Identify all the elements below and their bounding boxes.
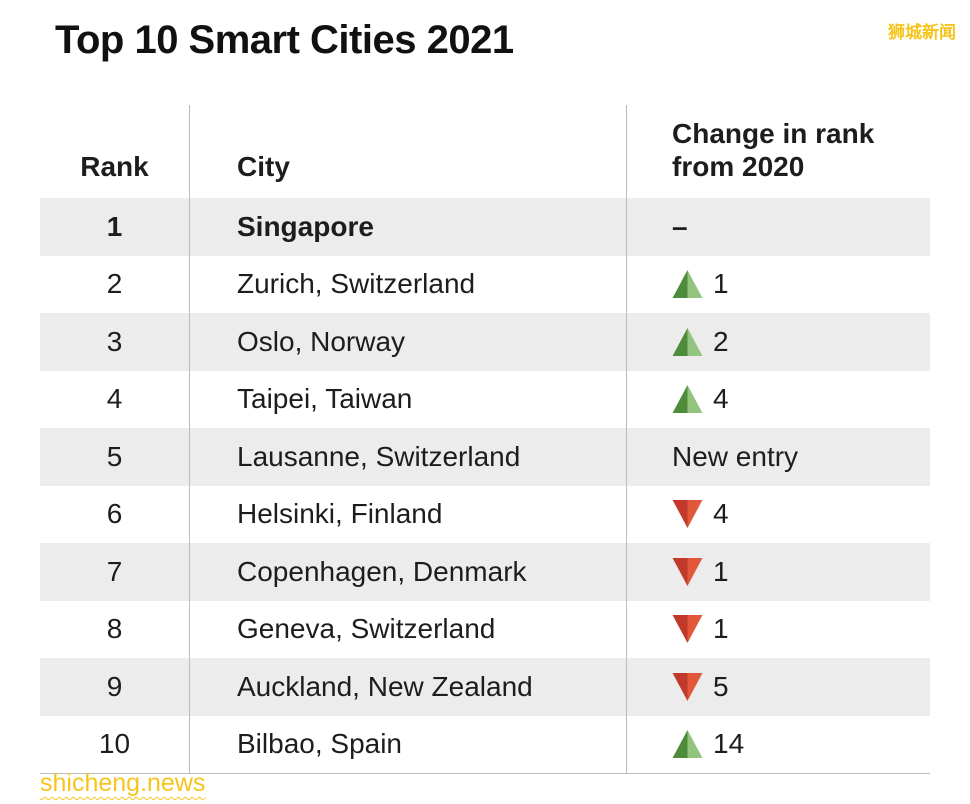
change-value: New entry <box>672 440 799 472</box>
change-cell: 14 <box>627 716 930 774</box>
change-cell: New entry <box>627 428 930 486</box>
city-cell: Bilbao, Spain <box>190 715 627 773</box>
table-header-row: Rank City Change in rank from 2020 <box>40 105 930 198</box>
change-cell: 2 <box>627 313 930 371</box>
rank-down-triangle-icon <box>672 500 703 529</box>
rank-up-triangle-icon <box>672 327 703 356</box>
city-cell: Helsinki, Finland <box>190 485 627 543</box>
rank-cell: 7 <box>40 543 190 601</box>
rank-cell: 3 <box>40 313 190 371</box>
change-value: – <box>672 210 688 242</box>
change-value: 1 <box>713 555 729 587</box>
city-cell: Auckland, New Zealand <box>190 658 627 716</box>
table-row: 7 Copenhagen, Denmark 1 <box>40 543 930 601</box>
table-row: 1 Singapore – <box>40 198 930 256</box>
table-body: 1 Singapore –2 Zurich, Switzerland 1 3 Oslo, N… <box>40 198 930 774</box>
table-row: 5 Lausanne, Switzerland New entry <box>40 428 930 486</box>
rank-up-triangle-icon <box>672 270 703 299</box>
change-cell: 1 <box>627 601 930 659</box>
change-cell: – <box>627 198 930 256</box>
table-row: 6 Helsinki, Finland 4 <box>40 485 930 544</box>
city-column-header: City <box>190 105 627 198</box>
change-value: 5 <box>713 670 729 702</box>
city-cell: Zurich, Switzerland <box>190 255 627 313</box>
city-cell: Geneva, Switzerland <box>190 600 627 658</box>
page-title: Top 10 Smart Cities 2021 <box>55 18 514 62</box>
city-cell: Oslo, Norway <box>190 313 627 371</box>
table-row: 4 Taipei, Taiwan 4 <box>40 370 930 429</box>
city-cell: Lausanne, Switzerland <box>190 428 627 486</box>
city-cell: Singapore <box>190 198 627 256</box>
rank-cell: 2 <box>40 255 190 313</box>
rank-down-triangle-icon <box>672 615 703 644</box>
rank-cell: 4 <box>40 370 190 428</box>
rank-column-header: Rank <box>40 105 190 198</box>
rank-down-triangle-icon <box>672 672 703 701</box>
change-value: 4 <box>713 383 729 415</box>
change-value: 1 <box>713 613 729 645</box>
table-row: 2 Zurich, Switzerland 1 <box>40 255 930 314</box>
change-value: 1 <box>713 268 729 300</box>
table-row: 10 Bilbao, Spain 14 <box>40 715 930 774</box>
change-value: 14 <box>713 728 745 760</box>
change-cell: 4 <box>627 486 930 544</box>
site-watermark-bottom: shicheng.news <box>40 769 206 797</box>
city-cell: Copenhagen, Denmark <box>190 543 627 601</box>
rank-cell: 8 <box>40 600 190 658</box>
rank-down-triangle-icon <box>672 557 703 586</box>
change-cell: 4 <box>627 371 930 429</box>
rank-cell: 10 <box>40 715 190 773</box>
change-cell: 5 <box>627 658 930 716</box>
rank-cell: 9 <box>40 658 190 716</box>
site-watermark-top: 狮城新闻 <box>888 23 956 42</box>
rank-up-triangle-icon <box>672 385 703 414</box>
change-column-header: Change in rank from 2020 <box>672 117 875 183</box>
table-row: 3 Oslo, Norway 2 <box>40 313 930 371</box>
rank-cell: 1 <box>40 198 190 256</box>
city-cell: Taipei, Taiwan <box>190 370 627 428</box>
change-value: 4 <box>713 498 729 530</box>
rank-up-triangle-icon <box>672 730 703 759</box>
rank-cell: 6 <box>40 485 190 543</box>
change-cell: 1 <box>627 256 930 314</box>
rank-cell: 5 <box>40 428 190 486</box>
table-row: 8 Geneva, Switzerland 1 <box>40 600 930 659</box>
smart-cities-table: Rank City Change in rank from 2020 1 Sing… <box>40 105 930 774</box>
table-row: 9 Auckland, New Zealand 5 <box>40 658 930 716</box>
change-value: 2 <box>713 325 729 357</box>
change-cell: 1 <box>627 543 930 601</box>
